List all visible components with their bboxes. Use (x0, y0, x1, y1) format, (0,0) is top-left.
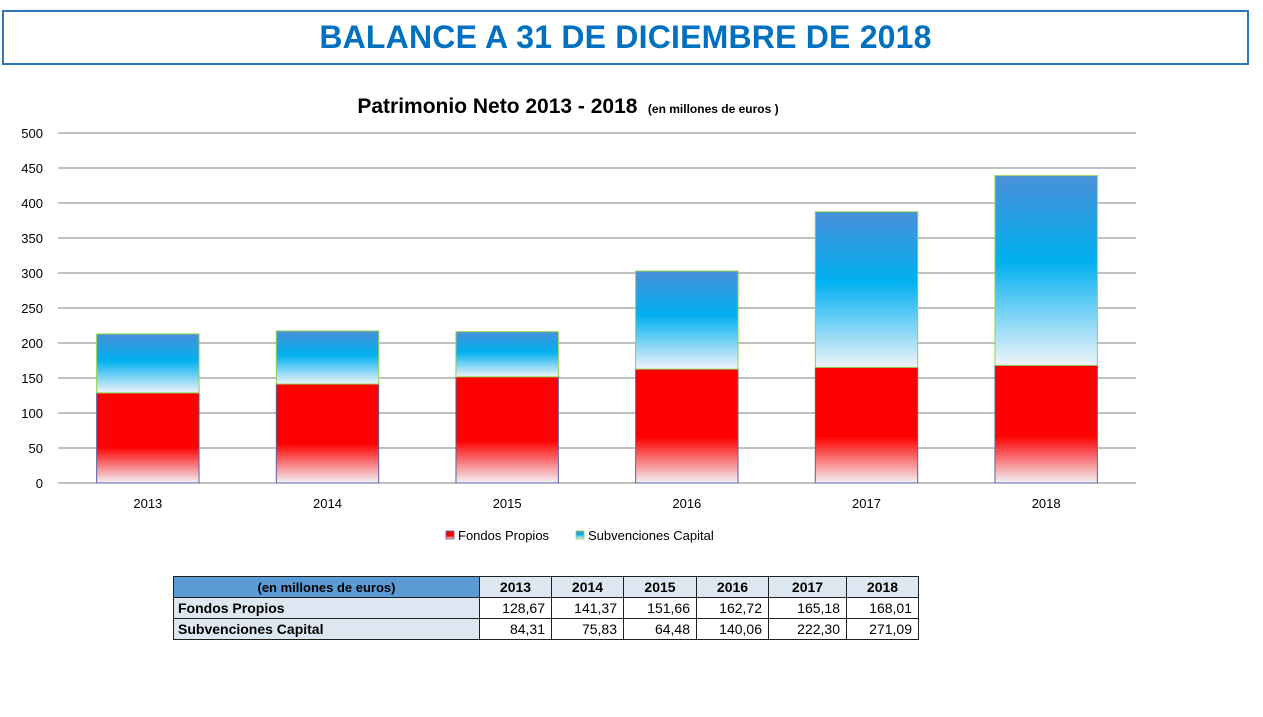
table-row: Fondos Propios 128,67 141,37 151,66 162,… (173, 597, 919, 619)
chart-title-unit: (en millones de euros ) (648, 102, 779, 116)
x-tick-label: 2013 (133, 496, 162, 511)
table-cell: 168,01 (846, 597, 919, 619)
year-header: 2014 (551, 576, 624, 598)
page-title: BALANCE A 31 DE DICIEMBRE DE 2018 (319, 19, 932, 55)
bar-fondos-propios-2016 (635, 368, 739, 484)
gridlines (58, 132, 1136, 484)
y-tick-label: 50 (29, 441, 43, 456)
bar-fondos-propios-2015 (455, 376, 559, 484)
y-tick-label: 0 (36, 476, 43, 491)
bar-fondos-propios-2017 (814, 366, 919, 484)
table-cell: 141,37 (551, 597, 624, 619)
y-tick-label: 150 (21, 371, 43, 386)
y-tick-label: 200 (21, 336, 43, 351)
data-table: (en millones de euros) 2013 2014 2015 20… (173, 576, 919, 640)
table-cell: 140,06 (696, 618, 769, 640)
table-cell: 165,18 (768, 597, 847, 619)
x-tick-label: 2017 (852, 496, 881, 511)
legend-label: Fondos Propios (458, 528, 550, 543)
y-tick-label: 100 (21, 406, 43, 421)
chart-title: Patrimonio Neto 2013 - 2018 (en millones… (357, 95, 778, 118)
x-axis: 2013 2014 2015 2016 2017 2018 (133, 496, 1060, 511)
table-cell: 84,31 (479, 618, 552, 640)
unit-label: (en millones de euros) (173, 576, 480, 598)
y-tick-label: 500 (21, 126, 43, 141)
table-cell: 162,72 (696, 597, 769, 619)
bar-subvenciones-capital-2013 (96, 333, 200, 394)
x-tick-label: 2015 (493, 496, 522, 511)
x-tick-label: 2018 (1032, 496, 1061, 511)
bar-subvenciones-capital-2018 (994, 175, 1098, 366)
y-tick-label: 250 (21, 301, 43, 316)
table-row: Subvenciones Capital 84,31 75,83 64,48 1… (173, 618, 919, 640)
y-tick-label: 450 (21, 161, 43, 176)
legend-swatch (575, 530, 585, 540)
y-axis: 0 50 100 150 200 250 300 350 400 450 500 (21, 126, 43, 491)
table-cell: 128,67 (479, 597, 552, 619)
x-tick-label: 2014 (313, 496, 342, 511)
y-tick-label: 350 (21, 231, 43, 246)
bar-fondos-propios-2018 (994, 364, 1098, 484)
bar-fondos-propios-2013 (96, 392, 200, 484)
legend-label: Subvenciones Capital (588, 528, 714, 543)
row-label: Fondos Propios (173, 597, 480, 619)
year-header: 2015 (623, 576, 697, 598)
bar-subvenciones-capital-2016 (635, 270, 739, 370)
bar-fondos-propios-2014 (275, 383, 380, 484)
legend-swatch (445, 530, 455, 540)
bar-subvenciones-capital-2015 (455, 331, 559, 378)
chart-title-main: Patrimonio Neto 2013 - 2018 (357, 95, 637, 118)
year-header: 2017 (768, 576, 847, 598)
year-header: 2018 (846, 576, 919, 598)
table-header-row: (en millones de euros) 2013 2014 2015 20… (173, 576, 919, 598)
stacked-bar-chart: Patrimonio Neto 2013 - 2018 (en millones… (21, 95, 1136, 543)
bar-subvenciones-capital-2017 (814, 211, 919, 368)
bar-subvenciones-capital-2014 (275, 330, 380, 385)
y-tick-label: 300 (21, 266, 43, 281)
x-tick-label: 2016 (672, 496, 701, 511)
table-cell: 151,66 (623, 597, 697, 619)
year-header: 2013 (479, 576, 552, 598)
year-header: 2016 (696, 576, 769, 598)
table-cell: 64,48 (623, 618, 697, 640)
table-cell: 75,83 (551, 618, 624, 640)
table-cell: 222,30 (768, 618, 847, 640)
table-cell: 271,09 (846, 618, 919, 640)
bars (96, 175, 1098, 484)
legend: Fondos Propios Subvenciones Capital (445, 528, 714, 543)
row-label: Subvenciones Capital (173, 618, 480, 640)
title-banner: BALANCE A 31 DE DICIEMBRE DE 2018 (2, 10, 1249, 65)
y-tick-label: 400 (21, 196, 43, 211)
